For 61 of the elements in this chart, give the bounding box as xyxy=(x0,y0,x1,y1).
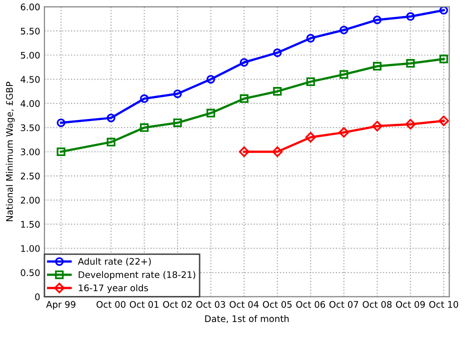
y-tick-label: 4.50 xyxy=(20,76,40,83)
point xyxy=(306,77,315,86)
point xyxy=(272,146,283,157)
point xyxy=(340,26,348,34)
point xyxy=(173,89,182,98)
y-axis-title: National Minimum Wage, £GBP xyxy=(6,82,15,222)
x-tick-label: Oct 06 xyxy=(296,300,326,308)
x-tick-label: Oct 01 xyxy=(130,300,158,308)
point xyxy=(206,108,216,118)
y-tick-label: 3.50 xyxy=(20,124,40,132)
point xyxy=(140,94,149,103)
x-tick-label: Oct 02 xyxy=(163,300,192,308)
x-tick-label: Oct 09 xyxy=(396,300,425,308)
point xyxy=(240,94,248,103)
y-tick-label: 3.00 xyxy=(20,148,40,156)
x-tick-label: Oct 04 xyxy=(230,300,259,308)
x-tick-label: Apr 99 xyxy=(46,300,76,310)
point xyxy=(56,147,66,156)
y-tick-label: 2.00 xyxy=(20,196,40,204)
point xyxy=(439,54,448,64)
point xyxy=(405,118,416,130)
point xyxy=(438,116,449,126)
x-tick-label: Oct 03 xyxy=(196,300,226,308)
point xyxy=(238,146,250,157)
x-tick-label: Oct 08 xyxy=(362,300,392,308)
point xyxy=(273,87,282,96)
point xyxy=(173,118,182,128)
point xyxy=(305,132,316,143)
point xyxy=(56,118,66,128)
legend-label: 16-17 year olds xyxy=(78,284,148,294)
legend-label: Development rate (18-21) xyxy=(78,271,196,280)
y-tick-label: 0 xyxy=(35,293,40,300)
point xyxy=(340,70,348,79)
legend-label: Adult rate (22+) xyxy=(78,258,151,266)
point xyxy=(406,59,415,68)
point xyxy=(406,12,415,21)
point xyxy=(372,120,382,132)
x-tick-label: Oct 05 xyxy=(262,300,292,308)
y-tick-label: 2.50 xyxy=(20,172,40,180)
y-tick-label: 0.50 xyxy=(20,269,40,276)
point xyxy=(372,16,382,24)
point xyxy=(240,58,248,67)
y-tick-label: 5.50 xyxy=(20,28,40,35)
x-tick-label: Oct 07 xyxy=(329,300,358,308)
y-tick-label: 4.00 xyxy=(20,100,40,107)
x-tick-label: Oct 00 xyxy=(96,300,126,308)
y-tick-label: 6.00 xyxy=(20,4,40,10)
x-axis-title: Date, 1st of month xyxy=(205,315,289,324)
y-tick-label: 5.00 xyxy=(20,52,40,59)
point xyxy=(273,48,282,58)
point xyxy=(372,62,382,71)
point xyxy=(106,114,116,122)
point xyxy=(140,123,149,132)
point xyxy=(206,74,216,84)
y-tick-label: 1.50 xyxy=(21,220,40,228)
y-tick-label: 1.00 xyxy=(21,245,40,252)
point xyxy=(338,127,350,138)
point xyxy=(306,34,315,43)
point xyxy=(439,6,448,15)
x-tick-label: Oct 10 xyxy=(429,300,458,308)
point xyxy=(106,138,116,146)
